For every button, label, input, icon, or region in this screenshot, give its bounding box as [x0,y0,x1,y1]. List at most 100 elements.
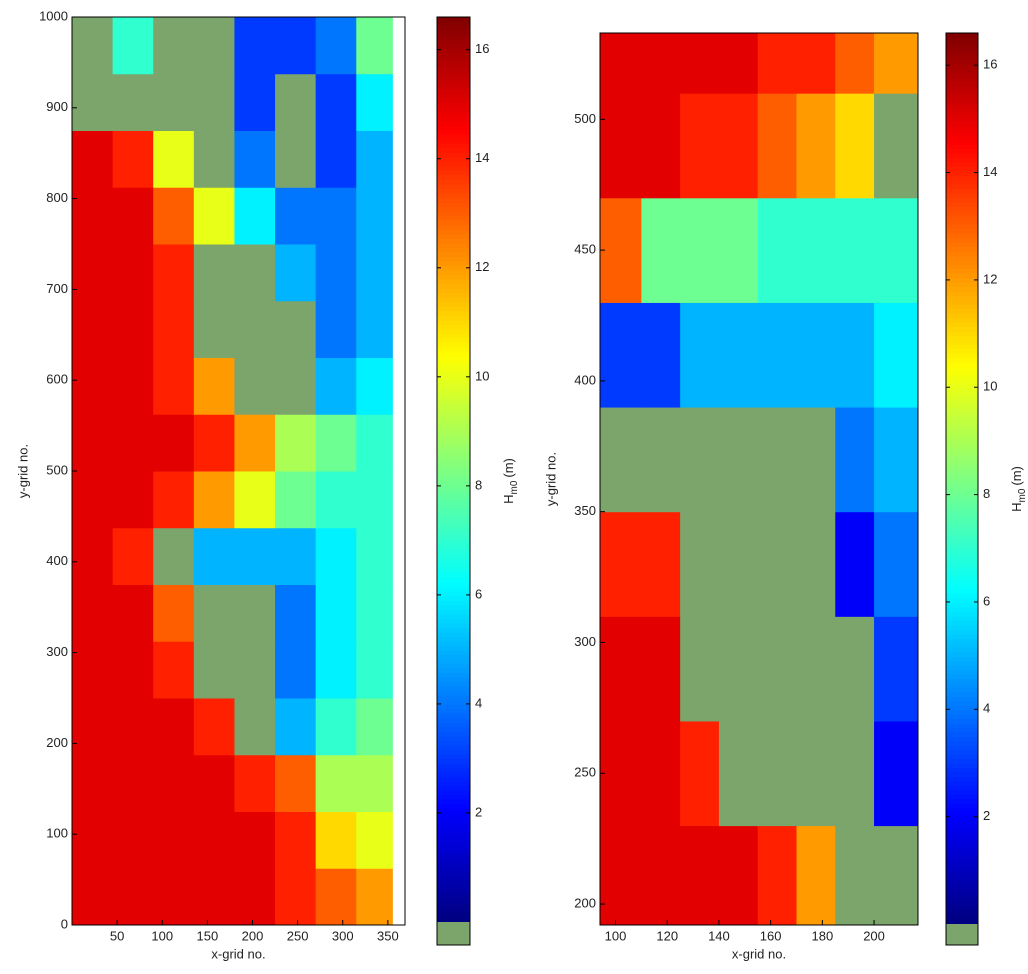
colorbar-label: Hm0 (m) [501,458,519,504]
colorbar-label-main: H [501,495,516,504]
cell [72,357,114,415]
cell [600,93,642,199]
axes-frame [599,32,919,926]
colorbar-swatch [946,705,978,711]
colorbar-swatch [946,589,978,595]
colorbar-swatch [437,759,470,765]
colorbar-land [946,924,978,945]
cell [315,641,357,699]
cell [835,33,875,94]
colorbar-swatch [437,225,470,231]
colorbar-swatch [946,131,978,137]
cell [356,244,393,302]
cell [315,584,357,642]
colorbar-swatch [437,365,470,371]
colorbar-label-unit: (m) [501,458,516,478]
colorbar-swatch [437,238,470,244]
cell [835,616,875,722]
colorbar-swatch [437,799,470,805]
colorbar-swatch [946,344,978,350]
colorbar-swatch [946,719,978,725]
cell [234,130,276,188]
colorbar-tick-label: 2 [475,804,482,819]
colorbar-swatch [437,872,470,878]
colorbar-tick-label: 10 [475,368,489,383]
colorbar-swatch [946,376,978,382]
colorbar-tick-label: 4 [983,701,990,716]
colorbar-swatch [437,21,470,27]
cell [275,584,317,642]
cell [234,641,276,699]
colorbar-swatch [946,621,978,627]
colorbar-label-main: H [1009,503,1024,512]
colorbar-swatch [946,848,978,854]
colorbar-swatch [946,741,978,747]
colorbar-swatch [437,424,470,430]
colorbar-swatch [946,33,978,39]
colorbar-swatch [437,478,470,484]
colorbar-swatch [946,331,978,337]
cell [112,698,154,756]
colorbar-swatch [437,388,470,394]
colorbar-swatch [946,304,978,310]
colorbar-swatch [437,682,470,688]
cell [193,187,235,245]
colorbar-swatch [437,356,470,362]
cell [356,73,393,131]
colorbar-swatch [437,347,470,353]
cell [757,197,797,303]
colorbar-swatch [437,727,470,733]
cell [234,187,276,245]
cell [315,357,357,415]
colorbar-swatch [946,647,978,653]
colorbar-land [437,922,470,945]
colorbar-swatch [437,677,470,683]
colorbar-swatch [946,487,978,493]
cell [835,720,875,827]
cell [72,584,114,642]
colorbar-swatch [946,300,978,306]
cell [112,471,154,529]
colorbar-swatch [437,741,470,747]
colorbar-swatch [437,53,470,59]
colorbar-swatch [437,496,470,502]
colorbar-swatch [437,202,470,208]
colorbar-swatch [437,505,470,511]
x-axis-label: x-grid no. [211,946,265,961]
colorbar-tick-label: 2 [983,808,990,823]
colorbar-swatch [437,44,470,50]
colorbar-swatch [946,612,978,618]
colorbar-swatch [946,46,978,52]
cell [680,511,720,617]
colorbar-swatch [437,216,470,222]
cell [718,93,759,199]
cell [112,811,154,869]
colorbar-swatch [437,781,470,787]
colorbar-swatch [946,37,978,43]
colorbar-swatch [437,446,470,452]
colorbar-swatch [437,464,470,471]
colorbar-swatch [946,438,978,444]
colorbar-swatch [437,406,470,412]
x-axis-label: x-grid no. [732,946,786,961]
cell [275,300,317,358]
colorbar-swatch [946,211,978,217]
colorbar-swatch [437,487,470,493]
colorbar-swatch [437,867,470,873]
colorbar-swatch [946,714,978,720]
colorbar-swatch [946,852,978,858]
colorbar-swatch [946,808,978,814]
colorbar-swatch [946,148,978,154]
x-tick-label: 300 [332,928,354,943]
colorbar-swatch [946,429,978,435]
colorbar-tick-label: 16 [983,57,997,72]
colorbar-swatch [946,732,978,738]
colorbar-swatch [437,324,470,330]
colorbar-swatch [437,854,470,860]
cell [275,244,317,302]
cell [835,93,875,199]
cell [757,825,797,926]
cell [641,407,681,513]
colorbar-swatch [946,193,978,199]
colorbar-swatch [437,98,470,104]
